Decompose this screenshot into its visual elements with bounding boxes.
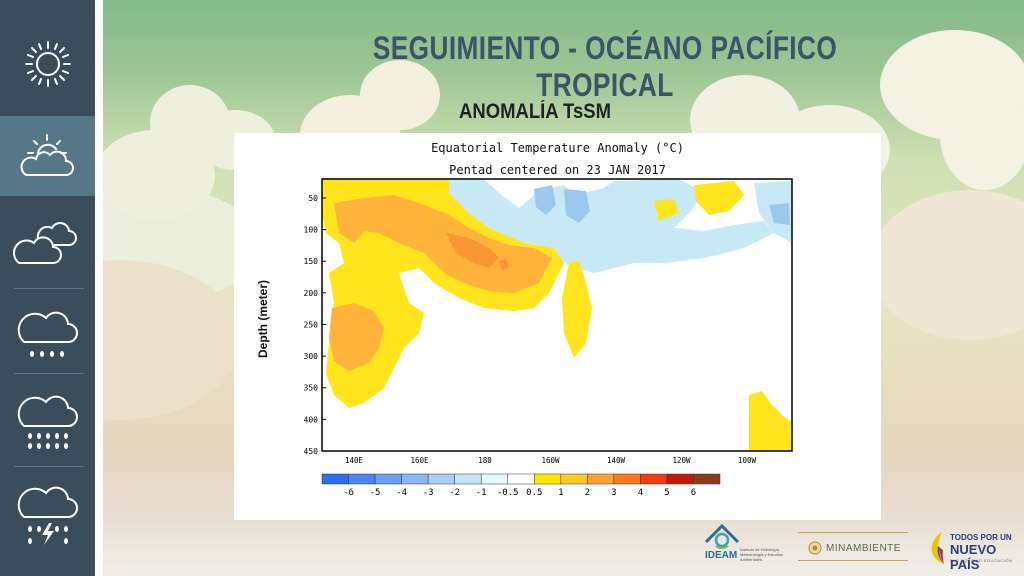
sidebar-item-sun-cloud[interactable] bbox=[0, 116, 95, 196]
anomaly-region-pos-3to4 bbox=[446, 233, 499, 268]
sidebar-item-light-rain[interactable] bbox=[0, 290, 95, 378]
sidebar-border bbox=[95, 0, 103, 576]
colorbar-swatch bbox=[348, 473, 376, 485]
colorbar-label: -4 bbox=[396, 488, 407, 498]
x-axis-ticks: 140E 160E 180 160W 140W 120W 100W bbox=[345, 456, 757, 465]
y-tick-label: 150 bbox=[304, 257, 319, 266]
x-tick-label: 140E bbox=[345, 456, 364, 465]
sun-icon bbox=[24, 41, 71, 87]
clouds-icon bbox=[12, 222, 77, 264]
anomaly-region-neg-light bbox=[449, 179, 774, 273]
anomaly-region-pos-1to2 bbox=[322, 179, 564, 408]
ideam-logo-icon bbox=[704, 523, 740, 549]
colorbar-swatch bbox=[454, 473, 482, 485]
cloud-storm-icon bbox=[17, 486, 78, 545]
x-tick-label: 120W bbox=[672, 456, 691, 465]
anomaly-region-pos-3to4 bbox=[499, 259, 509, 270]
gov-logo-line1: TODOS POR UN bbox=[950, 533, 1012, 542]
logo-divider bbox=[798, 560, 908, 561]
y-tick-label: 200 bbox=[304, 289, 319, 298]
sun-cloud-icon bbox=[20, 134, 74, 176]
colombia-seal-icon bbox=[808, 541, 822, 555]
y-tick-label: 100 bbox=[304, 226, 319, 235]
chart-subtitle: Pentad centered on 23 JAN 2017 bbox=[449, 163, 666, 177]
colorbar-swatch bbox=[374, 473, 402, 485]
colorbar-swatch bbox=[507, 473, 535, 485]
colorbar-label: -3 bbox=[423, 488, 434, 498]
logo-divider bbox=[798, 532, 908, 533]
sidebar-divider bbox=[14, 373, 84, 374]
ideam-logo-caption: Instituto de Hidrología, Meteorología y … bbox=[740, 547, 783, 562]
colorbar-label: -2 bbox=[449, 488, 460, 498]
section-subtitle: ANOMALÍA TsSM bbox=[459, 100, 611, 123]
flag-swoosh-icon bbox=[931, 532, 944, 564]
colorbar-swatch bbox=[401, 473, 429, 485]
plot-frame bbox=[321, 178, 793, 452]
page-title: SEGUIMIENTO - OCÉANO PACÍFICO TROPICAL bbox=[372, 30, 838, 103]
sidebar-item-clouds[interactable] bbox=[0, 198, 95, 286]
colorbar-swatch bbox=[666, 473, 694, 485]
chart-title: Equatorial Temperature Anomaly (°C) bbox=[431, 141, 684, 155]
sidebar-divider bbox=[14, 466, 84, 467]
x-tick-label: 100W bbox=[738, 456, 757, 465]
y-axis-ticks: 50 100 150 200 250 300 350 400 450 bbox=[304, 194, 326, 456]
x-tick-label: 180 bbox=[478, 456, 492, 465]
colorbar-swatch bbox=[480, 473, 508, 485]
anomaly-region-neg-medium bbox=[564, 189, 590, 223]
anomaly-region-pos-2to3 bbox=[329, 303, 384, 371]
x-tick-label: 160W bbox=[541, 456, 560, 465]
anomaly-region-pos-1to2 bbox=[562, 261, 592, 358]
y-tick-label: 250 bbox=[304, 320, 319, 329]
colorbar-swatch bbox=[560, 473, 588, 485]
colorbar-swatch bbox=[693, 473, 721, 485]
anomaly-region-pos-1to2 bbox=[654, 199, 679, 221]
sidebar-item-sun[interactable] bbox=[0, 20, 95, 108]
anomaly-region-pos-1to2 bbox=[694, 181, 744, 215]
anomaly-region-neg-medium bbox=[769, 203, 790, 225]
colorbar-label: 5 bbox=[664, 488, 669, 498]
anomaly-region-neg-medium bbox=[534, 185, 556, 215]
colorbar-label: 4 bbox=[638, 488, 643, 498]
colorbar-swatch bbox=[321, 473, 349, 485]
y-tick-label: 300 bbox=[304, 352, 319, 361]
colorbar: -6 -5 -4 -3 -2 -1 -0.5 0.5 1 2 3 4 5 6 bbox=[321, 473, 721, 498]
minambiente-logo-text: MINAMBIENTE bbox=[826, 543, 901, 554]
colorbar-label: 3 bbox=[611, 488, 616, 498]
colorbar-label: -6 bbox=[343, 488, 354, 498]
anomaly-region-pos-2to3 bbox=[334, 195, 552, 293]
y-tick-label: 400 bbox=[304, 415, 319, 424]
gov-logo-line3: PAZ EQUIDAD EDUCACIÓN bbox=[950, 558, 1013, 563]
y-tick-label: 350 bbox=[304, 384, 319, 393]
sidebar bbox=[0, 0, 95, 576]
cloud-light-rain-icon bbox=[17, 311, 78, 357]
figure-panel: Equatorial Temperature Anomaly (°C) Pent… bbox=[234, 133, 881, 520]
anomaly-region-pos-1to2 bbox=[749, 391, 792, 451]
colorbar-label: 2 bbox=[585, 488, 590, 498]
y-tick-label: 50 bbox=[308, 194, 318, 203]
sidebar-item-heavy-rain[interactable] bbox=[0, 378, 95, 466]
colorbar-swatch bbox=[427, 473, 455, 485]
x-tick-label: 140W bbox=[607, 456, 626, 465]
colorbar-swatch bbox=[534, 473, 562, 485]
colorbar-label: 1 bbox=[558, 488, 563, 498]
x-tick-label: 160E bbox=[410, 456, 429, 465]
colorbar-swatch bbox=[587, 473, 615, 485]
colorbar-swatch bbox=[640, 473, 668, 485]
ideam-logo-text: IDEAM bbox=[705, 550, 738, 561]
colorbar-label: -0.5 bbox=[497, 488, 519, 498]
sidebar-divider bbox=[14, 288, 84, 289]
cloud-heavy-rain-icon bbox=[17, 395, 78, 449]
colorbar-label: -1 bbox=[476, 488, 487, 498]
colorbar-swatch bbox=[613, 473, 641, 485]
sidebar-item-storm[interactable] bbox=[0, 472, 95, 560]
colorbar-label: 0.5 bbox=[526, 488, 542, 498]
colorbar-label: -5 bbox=[370, 488, 381, 498]
gov-logo-line2: NUEVO PAÍS bbox=[950, 542, 997, 572]
colorbar-label: 6 bbox=[691, 488, 696, 498]
y-tick-label: 450 bbox=[304, 447, 319, 456]
